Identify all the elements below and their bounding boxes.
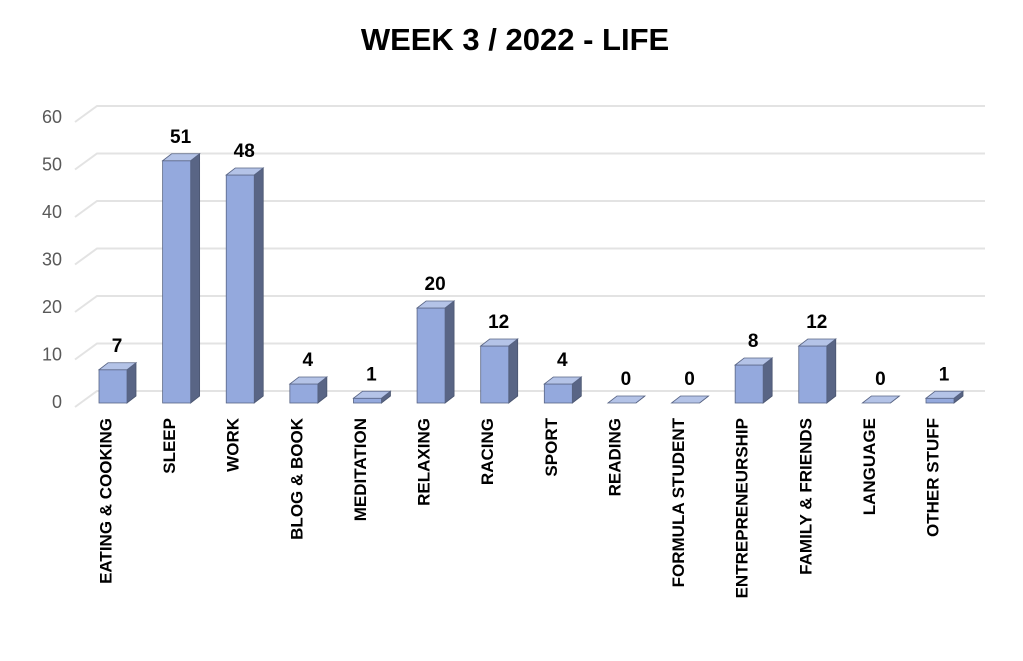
- bar-front: [480, 345, 510, 404]
- y-tick-label: 50: [42, 154, 62, 174]
- bar-side: [190, 152, 201, 404]
- value-label: 1: [939, 364, 950, 385]
- y-tick-label: 30: [42, 249, 62, 269]
- value-label: 0: [621, 369, 632, 390]
- bar: [670, 395, 710, 404]
- x-tick-label: OTHER STUFF: [923, 418, 942, 537]
- grid-line: [74, 390, 985, 408]
- bar: [543, 376, 583, 404]
- value-label: 48: [234, 141, 255, 162]
- bar-front: [416, 307, 446, 404]
- bar: [797, 338, 837, 404]
- y-tick-label: 10: [42, 344, 62, 364]
- bar-top: [924, 390, 965, 399]
- bar: [415, 300, 456, 404]
- x-tick-label: READING: [605, 418, 624, 496]
- bar-front: [289, 383, 319, 404]
- x-tick-label: MEDITATION: [351, 418, 370, 521]
- value-label: 1: [366, 364, 377, 385]
- bar-top: [415, 300, 456, 309]
- bar-front: [734, 364, 764, 404]
- x-tick-label: SLEEP: [160, 418, 179, 474]
- bar-top: [97, 362, 138, 371]
- bar-top: [161, 153, 201, 162]
- bar-front: [543, 383, 573, 404]
- x-tick-label: SPORT: [542, 417, 561, 476]
- bar-side: [253, 167, 264, 404]
- bar: [97, 361, 138, 404]
- bar-front: [162, 160, 192, 404]
- value-label: 20: [425, 274, 446, 295]
- grid-line: [74, 200, 985, 218]
- value-label: 0: [684, 369, 695, 390]
- bar-side: [826, 338, 837, 404]
- x-tick-label: FAMILY & FRIENDS: [796, 418, 815, 575]
- x-tick-label: FORMULA STUDENT: [669, 417, 688, 587]
- x-tick-label: ENTREPRENEURSHIP: [733, 418, 752, 598]
- bar-side: [444, 300, 455, 404]
- bar: [479, 338, 519, 404]
- bar-top: [543, 376, 583, 385]
- y-tick-label: 40: [42, 202, 62, 222]
- value-label: 12: [488, 312, 509, 333]
- bar: [924, 390, 965, 404]
- y-tick-label: 60: [42, 107, 62, 127]
- bar: [606, 395, 647, 404]
- bar-front: [98, 369, 128, 404]
- x-tick-label: LANGUAGE: [860, 418, 879, 515]
- chart-title: WEEK 3 / 2022 - LIFE: [361, 22, 669, 57]
- x-tick-label: WORK: [224, 417, 243, 472]
- grid-line: [74, 247, 985, 266]
- bar-top: [606, 395, 647, 404]
- bar: [225, 167, 265, 404]
- bar-top: [797, 338, 837, 347]
- bar-front: [225, 174, 255, 404]
- grid-line: [74, 342, 985, 361]
- value-label: 0: [875, 369, 886, 390]
- bar-side: [508, 338, 519, 404]
- value-label: 12: [806, 312, 827, 333]
- bar-top: [670, 395, 710, 404]
- bar: [861, 395, 901, 404]
- x-tick-label: BLOG & BOOK: [287, 417, 306, 540]
- bar: [288, 376, 329, 404]
- bar: [352, 390, 392, 404]
- grid-line: [74, 105, 985, 123]
- grid-line: [74, 152, 985, 171]
- bar-top: [288, 376, 329, 385]
- x-tick-label: RELAXING: [415, 418, 434, 506]
- y-tick-label: 0: [52, 392, 62, 412]
- x-tick-label: EATING & COOKING: [96, 418, 115, 584]
- value-label: 4: [557, 350, 568, 371]
- bar-top: [225, 167, 265, 176]
- value-label: 51: [170, 127, 192, 148]
- bar-front: [798, 345, 828, 404]
- x-tick-label: RACING: [478, 418, 497, 485]
- bar-front: [353, 397, 382, 404]
- bar: [733, 357, 774, 404]
- value-label: 8: [748, 331, 759, 352]
- value-label: 4: [303, 350, 314, 371]
- y-tick-label: 20: [42, 297, 62, 317]
- bar-top: [352, 390, 392, 399]
- bar-front: [925, 397, 955, 404]
- bar-side: [762, 357, 773, 404]
- bar-top: [479, 338, 519, 347]
- bar-top: [733, 357, 774, 366]
- bar: [161, 152, 201, 404]
- grid-line: [74, 295, 985, 313]
- value-label: 7: [112, 336, 123, 357]
- bar-top: [861, 395, 901, 404]
